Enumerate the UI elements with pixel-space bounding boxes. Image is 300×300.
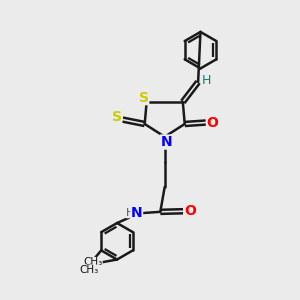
Text: H: H [126,208,134,218]
Text: CH₃: CH₃ [80,265,99,275]
Text: O: O [184,204,196,218]
Text: H: H [201,74,211,87]
Text: S: S [112,110,122,124]
Text: O: O [206,116,218,130]
Text: N: N [131,206,142,220]
Text: S: S [139,91,149,105]
Text: CH₃: CH₃ [83,257,102,268]
Text: N: N [160,135,172,149]
